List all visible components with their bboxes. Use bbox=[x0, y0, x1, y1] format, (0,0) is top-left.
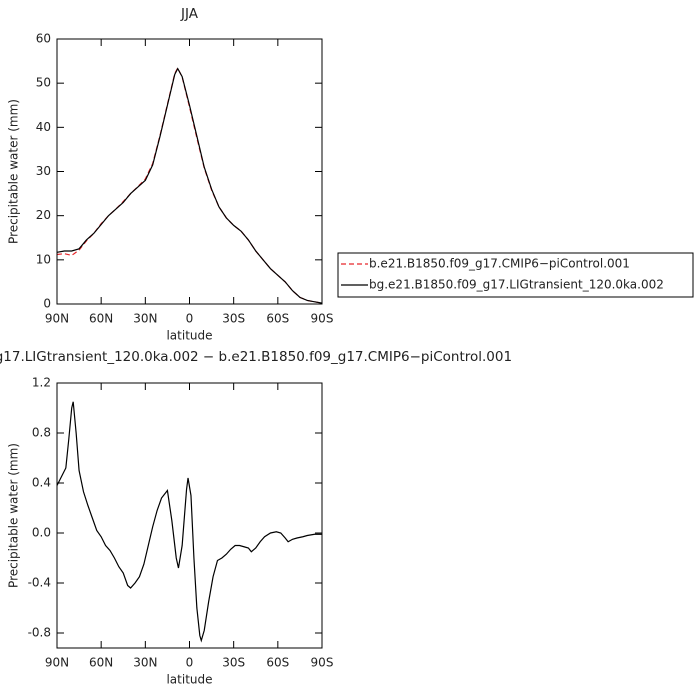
x-tick-label: 60N bbox=[89, 312, 113, 326]
y-tick-label: 60 bbox=[36, 32, 51, 46]
legend-label: bg.e21.B1850.f09_g17.LIGtransient_120.0k… bbox=[369, 278, 664, 292]
y-tick-label: 0 bbox=[43, 297, 51, 311]
y-tick-label: 0.8 bbox=[32, 426, 51, 440]
x-tick-label: 90S bbox=[311, 656, 334, 670]
x-tick-label: 0 bbox=[186, 312, 194, 326]
y-tick-label: 40 bbox=[36, 120, 51, 134]
series-line bbox=[56, 401, 322, 643]
y-tick-label: 0.4 bbox=[32, 476, 51, 490]
y-axis-label: Precipitable water (mm) bbox=[7, 443, 21, 588]
x-tick-label: 90S bbox=[311, 312, 334, 326]
x-tick-label: 30N bbox=[133, 312, 157, 326]
y-tick-label: 1.2 bbox=[32, 376, 51, 390]
x-tick-label: 60S bbox=[266, 312, 289, 326]
y-axis-label: Precipitable water (mm) bbox=[7, 99, 21, 244]
x-tick-label: 90N bbox=[45, 312, 69, 326]
x-tick-label: 0 bbox=[186, 656, 194, 670]
x-tick-label: 90N bbox=[45, 656, 69, 670]
y-tick-label: 10 bbox=[36, 252, 51, 266]
y-tick-label: 20 bbox=[36, 208, 51, 222]
x-axis-label: latitude bbox=[166, 329, 212, 343]
series-line bbox=[56, 67, 323, 304]
x-tick-label: 30N bbox=[133, 656, 157, 670]
legend-label: b.e21.B1850.f09_g17.CMIP6−piControl.001 bbox=[369, 257, 630, 271]
y-tick-label: -0.8 bbox=[28, 626, 51, 640]
y-tick-label: 50 bbox=[36, 76, 51, 90]
chart-title: JJA bbox=[180, 6, 199, 22]
plot-frame bbox=[56, 382, 323, 649]
x-tick-label: 60S bbox=[266, 656, 289, 670]
plot-frame bbox=[56, 38, 323, 305]
y-tick-label: 0.0 bbox=[32, 526, 51, 540]
x-tick-label: 30S bbox=[222, 656, 245, 670]
x-axis-label: latitude bbox=[166, 673, 212, 687]
x-tick-label: 60N bbox=[89, 656, 113, 670]
y-tick-label: 30 bbox=[36, 164, 51, 178]
y-tick-label: -0.4 bbox=[28, 576, 51, 590]
legend-box bbox=[337, 252, 694, 298]
x-tick-label: 30S bbox=[222, 312, 245, 326]
chart-title: bg.e21.B1850.f09_g17.LIGtransient_120.0k… bbox=[0, 349, 512, 365]
